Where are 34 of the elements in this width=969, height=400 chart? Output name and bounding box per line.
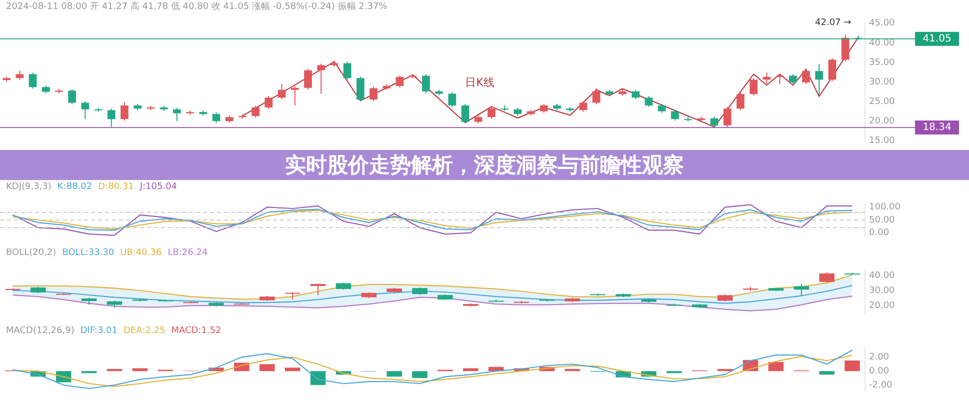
y-tick-label: 40.00 [869,38,896,48]
chart-title: KDJ(9,3,3) [6,182,52,192]
y-tick-label: 0.00 [869,366,890,376]
y-tick-label: 0.00 [869,228,890,238]
text: DIF:3.01 [80,326,118,336]
ref-line-label: 41.05 [922,33,952,44]
y-tick-label: -2.00 [869,380,893,390]
chart-title: MACD(12,26,9) [6,326,74,336]
y-tick-label: 15.00 [869,136,896,146]
y-tick-label: 30.00 [869,286,896,296]
y-tick-label: 50.00 [869,215,896,226]
chart-title: BOLL(20,2) [6,248,56,258]
text: MACD:1.52 [171,326,222,336]
annotation: 42.07 → [815,18,852,28]
y-tick-label: 100.00 [869,202,901,213]
text: 实时股价走势解析，深度洞察与前瞻性观察 [0,150,969,180]
text: 2024-08-11 08:00 开 41.27 高 41.78 低 40.80 收 41.05 涨幅 -0.58%(-0.24) 振幅 2.37% [6,2,388,12]
annotation: 日K线 [465,75,494,90]
y-tick-label: 20.00 [869,300,896,311]
text: UB:40.36 [120,248,162,258]
text: DEA:2.25 [124,326,166,336]
ref-line-label: 18.34 [922,122,952,134]
text: J:105.04 [140,182,178,192]
y-tick-label: 20.00 [869,116,896,126]
y-tick-label: 2.00 [869,352,890,362]
y-tick-label: 45.00 [869,18,896,29]
text: LB:26.24 [168,248,208,258]
y-tick-label: 30.00 [869,77,896,88]
y-tick-label: 25.00 [869,96,896,107]
text: K:88.02 [57,182,92,192]
y-tick-label: 35.00 [869,58,896,68]
y-tick-label: 40.00 [869,270,896,281]
text: BOLL:33.30 [62,248,114,258]
text: D:80.31 [98,182,134,192]
